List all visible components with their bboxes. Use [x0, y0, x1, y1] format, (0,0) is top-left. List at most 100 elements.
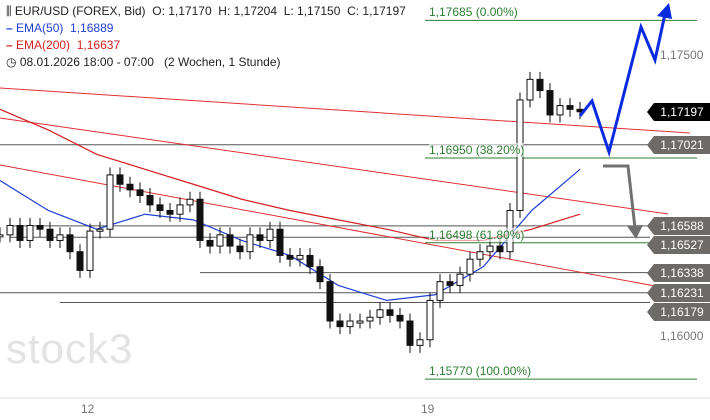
- candle: [146, 194, 154, 206]
- stock3-watermark: stock3: [6, 325, 134, 372]
- candle: [96, 228, 104, 232]
- candle: [426, 299, 434, 341]
- candle: [206, 239, 214, 247]
- candle: [166, 209, 174, 215]
- instrument-row: ⫼ EUR/USD (FOREX, Bid) O: 1,17170 H: 1,1…: [6, 3, 406, 20]
- candle: [16, 224, 24, 241]
- chart-legend: ⫼ EUR/USD (FOREX, Bid) O: 1,17170 H: 1,1…: [6, 3, 406, 71]
- candle: [336, 320, 344, 328]
- candle: [116, 174, 124, 185]
- candle: [316, 266, 324, 283]
- level-price-tag: 1,16588: [647, 216, 710, 235]
- forecast-down-arrow: [603, 164, 637, 229]
- period-text: 08.01.2026 18:00 - 07:00: [19, 55, 154, 69]
- x-tick-label: 19: [421, 402, 435, 416]
- candle: [196, 198, 204, 241]
- high-value: H: 1,17204: [218, 4, 278, 18]
- candle: [326, 281, 334, 322]
- fib-label: 1,17685 (0.00%): [429, 5, 518, 20]
- ema50-label: EMA(50): [16, 21, 64, 35]
- ema50-swatch-icon: –: [6, 21, 13, 35]
- current-price-tag: 1,17197: [647, 102, 710, 121]
- trend-line: [0, 117, 669, 215]
- candle: [156, 204, 164, 211]
- level-price-tag: 1,16231: [647, 283, 710, 302]
- candle: [456, 273, 464, 286]
- close-value: C: 1,17197: [347, 4, 406, 18]
- candle: [256, 234, 264, 241]
- ema50-legend[interactable]: – EMA(50) 1,16889: [6, 20, 406, 37]
- candle: [236, 245, 244, 253]
- candle: [176, 204, 184, 215]
- candle: [0, 234, 4, 238]
- candle: [546, 90, 554, 116]
- candle: [476, 251, 484, 260]
- candle: [366, 316, 374, 322]
- candle: [296, 254, 304, 260]
- range-text: (2 Wochen, 1 Stunde): [163, 55, 281, 69]
- forecast-up-arrow: [578, 13, 667, 158]
- arrow-up-head-icon: [657, 3, 672, 19]
- candle: [346, 320, 354, 328]
- candle: [306, 254, 314, 268]
- candle: [556, 105, 564, 116]
- candle: [496, 245, 504, 253]
- arrow-down-head-icon: [627, 225, 643, 239]
- x-tick-label: 12: [81, 402, 95, 416]
- candle: [56, 234, 64, 241]
- candle: [286, 254, 294, 260]
- candle: [466, 258, 474, 275]
- candle: [406, 320, 414, 346]
- candle: [246, 234, 254, 253]
- ema200-line: [0, 108, 581, 242]
- candle: [66, 234, 74, 253]
- candle: [126, 183, 134, 191]
- candle: [436, 281, 444, 301]
- clock-icon: ◷: [6, 55, 17, 69]
- candle: [46, 228, 54, 241]
- candle: [76, 251, 84, 271]
- level-price-tag: 1,16527: [647, 235, 710, 254]
- ema200-value: 1,16637: [76, 38, 121, 52]
- candle: [386, 309, 394, 316]
- ema50-value: 1,16889: [70, 21, 114, 35]
- open-value: O: 1,17170: [152, 4, 212, 18]
- candle: [356, 320, 364, 324]
- fib-label: 1,16498 (61.80%): [429, 227, 525, 242]
- y-tick-label: 1,17500: [660, 48, 704, 62]
- candle: [376, 309, 384, 318]
- candle: [106, 174, 114, 230]
- candle: [6, 224, 14, 236]
- candle: [136, 189, 144, 196]
- candle: [446, 281, 454, 286]
- candle: [26, 224, 34, 241]
- level-price-tag: 1,16338: [647, 263, 710, 282]
- trend-line: [0, 87, 691, 134]
- level-price-tag: 1,16179: [647, 302, 710, 321]
- candle: [216, 234, 224, 247]
- ema200-legend[interactable]: – EMA(200) 1,16637: [6, 37, 406, 54]
- candle: [86, 230, 94, 271]
- fib-label: 1,16950 (38.20%): [429, 143, 525, 158]
- level-price-tag: 1,17021: [647, 135, 710, 154]
- candle: [36, 224, 44, 230]
- fib-label: 1,15770 (100.00%): [429, 364, 532, 379]
- candle: [276, 228, 284, 256]
- ema200-swatch-icon: –: [6, 38, 13, 52]
- candle: [266, 228, 274, 241]
- candle: [226, 234, 234, 247]
- candle: [536, 78, 544, 92]
- candle: [186, 198, 194, 206]
- ema200-label: EMA(200): [16, 38, 71, 52]
- low-value: L: 1,17150: [283, 4, 341, 18]
- period-row: ◷ 08.01.2026 18:00 - 07:00 (2 Wochen, 1 …: [6, 54, 406, 71]
- candle-icon: ⫼: [6, 4, 12, 18]
- candle: [486, 245, 494, 253]
- candle: [396, 314, 404, 322]
- y-tick-label: 1,16000: [660, 328, 704, 343]
- candle: [416, 339, 424, 346]
- candle: [566, 105, 574, 110]
- instrument-title: EUR/USD (FOREX, Bid): [14, 4, 146, 18]
- candle: [526, 78, 534, 101]
